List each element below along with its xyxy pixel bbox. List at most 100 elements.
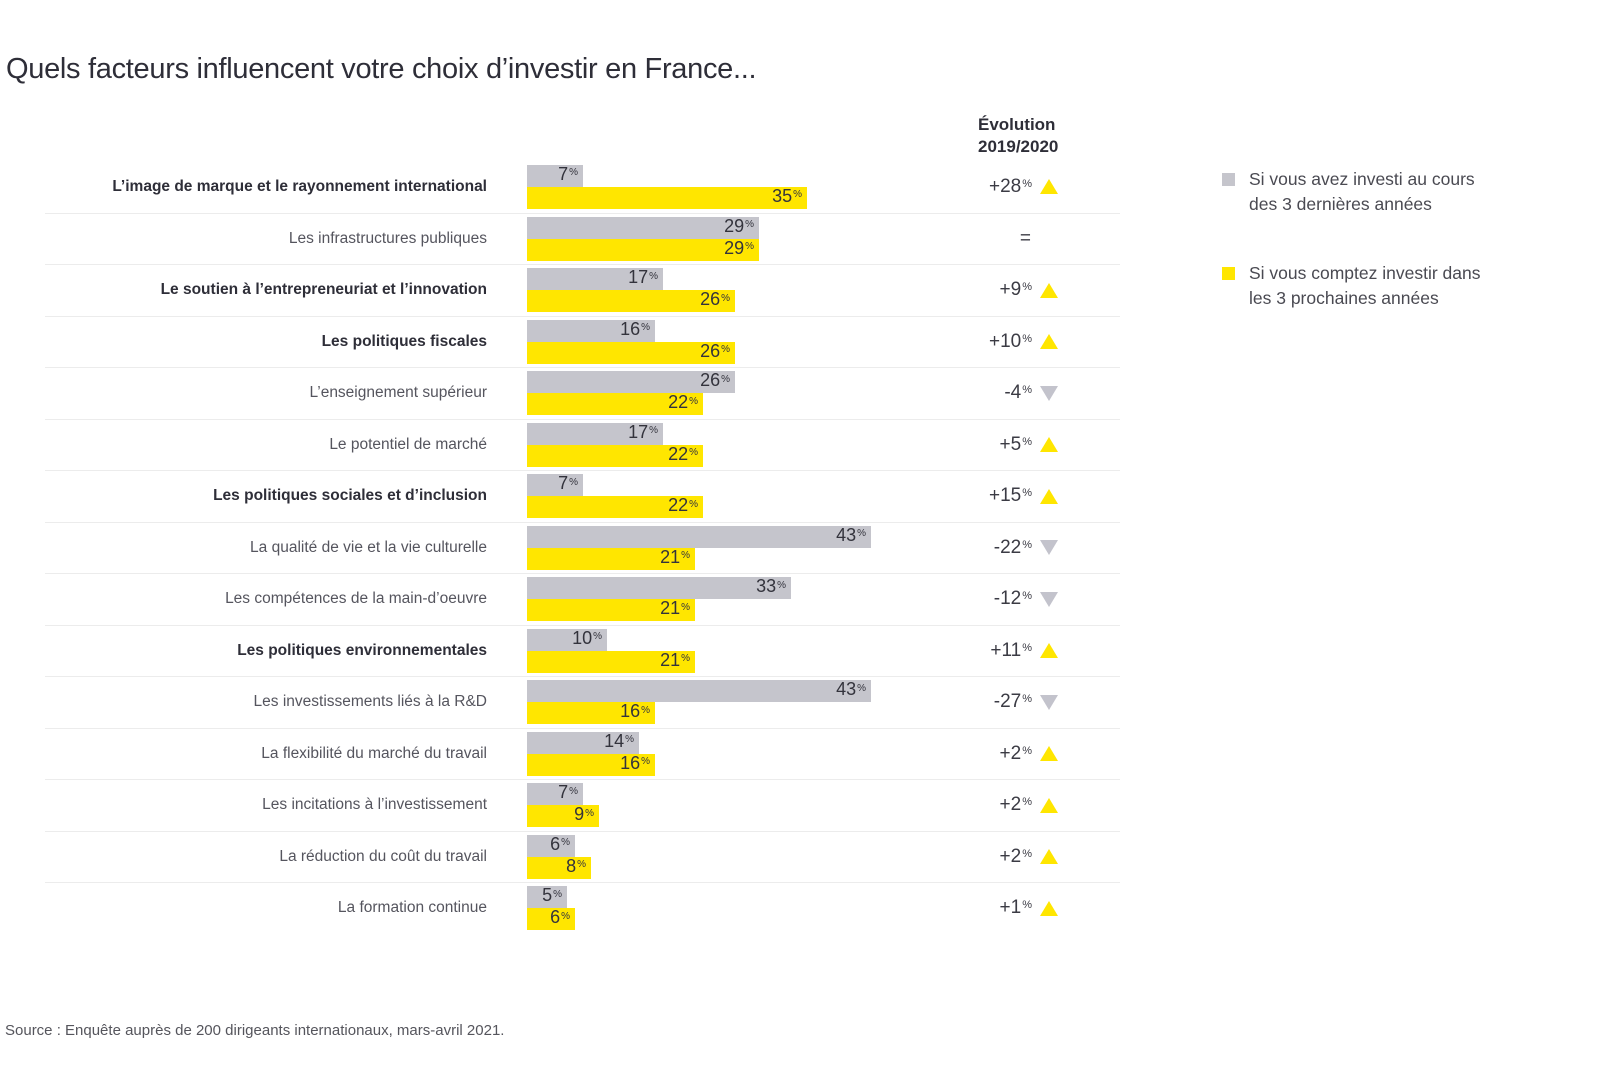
evolution-header-line1: Évolution: [978, 115, 1056, 134]
chart-row: L’enseignement supérieur 26% 22% -4%: [45, 367, 1120, 419]
bar-invested-past: 6%: [527, 833, 575, 857]
bar-value-label: 7%: [558, 163, 578, 184]
evolution-value: +5%: [999, 433, 1032, 455]
bar-value-label: 6%: [550, 833, 570, 854]
evolution-value: -22%: [993, 536, 1032, 558]
evolution-cell: +10%: [928, 317, 1058, 368]
bar-value-label: 21%: [660, 546, 690, 567]
bar-track: 43% 21%: [527, 525, 1120, 570]
evolution-cell: +15%: [928, 471, 1058, 522]
bar-invested-past: 5%: [527, 885, 567, 909]
bar-track: 17% 22%: [527, 421, 1120, 467]
factor-label: La qualité de vie et la vie culturelle: [250, 538, 487, 556]
bar-value-label: 9%: [574, 804, 594, 825]
legend-label-line1: Si vous avez investi au cours: [1249, 169, 1475, 189]
bar-invested-past: 26%: [527, 370, 735, 394]
chart-row: Les politiques sociales et d’inclusion 7…: [45, 470, 1120, 522]
bar-value-label: 17%: [628, 421, 658, 442]
bar-invest-future: 16%: [527, 753, 655, 776]
source-note: Source : Enquête auprès de 200 dirigeant…: [5, 1022, 505, 1039]
evolution-column-header: Évolution 2019/2020: [978, 114, 1058, 158]
chart-row: La qualité de vie et la vie culturelle 4…: [45, 521, 1120, 574]
chart-row: Les incitations à l’investissement 7% 9%…: [45, 779, 1120, 831]
bar-invest-future: 21%: [527, 598, 695, 622]
evolution-triangle-icon: [1040, 900, 1058, 916]
bar-value-label: 22%: [668, 392, 698, 413]
evolution-triangle-icon: [1040, 179, 1058, 195]
factor-label: L’enseignement supérieur: [309, 384, 487, 402]
evolution-cell: +2%: [928, 780, 1058, 831]
bar-track: 29% 29%: [527, 216, 1120, 261]
bar-invest-future: 22%: [527, 495, 703, 519]
factor-label: La formation continue: [337, 899, 487, 917]
bar-value-label: 16%: [620, 701, 650, 722]
chart-row: Le potentiel de marché 17% 22% +5%: [45, 418, 1120, 471]
bar-track: 16% 26%: [527, 319, 1120, 364]
evolution-triangle-icon: [1040, 540, 1058, 556]
bar-value-label: 26%: [700, 340, 730, 361]
legend-label-line1: Si vous comptez investir dans: [1249, 263, 1481, 283]
bar-invest-future: 6%: [527, 907, 575, 931]
factor-label: Les compétences de la main-d’oeuvre: [225, 590, 487, 608]
bar-invested-past: 7%: [527, 473, 583, 497]
bar-value-label: 10%: [572, 627, 602, 648]
legend-swatch-gray-icon: [1222, 173, 1235, 186]
evolution-cell: +2%: [928, 832, 1058, 883]
evolution-value: +1%: [999, 897, 1032, 919]
bar-invest-future: 26%: [527, 289, 735, 313]
bar-invest-future: 21%: [527, 546, 695, 570]
factor-label: Les politiques fiscales: [321, 332, 487, 350]
bar-value-label: 21%: [660, 598, 690, 619]
evolution-cell: =: [928, 214, 1058, 265]
bar-track: 7% 35%: [527, 163, 1120, 209]
bar-value-label: 6%: [550, 907, 570, 928]
bar-invested-past: 17%: [527, 267, 663, 291]
bar-invest-future: 22%: [527, 443, 703, 467]
evolution-cell: +5%: [928, 420, 1058, 471]
factor-label: La flexibilité du marché du travail: [261, 744, 487, 762]
bar-invested-past: 17%: [527, 421, 663, 445]
bar-invest-future: 35%: [527, 186, 807, 209]
factor-label: Les politiques sociales et d’inclusion: [213, 487, 487, 505]
evolution-triangle-icon: [1040, 797, 1058, 813]
bar-invested-past: 7%: [527, 782, 583, 806]
chart-row: L’image de marque et le rayonnement inte…: [45, 161, 1120, 213]
bar-value-label: 22%: [668, 443, 698, 464]
bar-track: 5% 6%: [527, 885, 1120, 931]
bar-track: 7% 9%: [527, 782, 1120, 828]
chart-row: La formation continue 5% 6% +1%: [45, 882, 1120, 934]
bar-invested-past: 14%: [527, 730, 639, 754]
bar-invested-past: 29%: [527, 216, 759, 239]
evolution-triangle-icon: [1040, 282, 1058, 298]
bar-invested-past: 16%: [527, 319, 655, 342]
chart-row: Le soutien à l’entrepreneuriat et l’inno…: [45, 264, 1120, 316]
bar-value-label: 8%: [566, 855, 586, 876]
evolution-value: +15%: [988, 485, 1032, 507]
legend-label-line2: des 3 dernières années: [1249, 194, 1432, 214]
evolution-cell: -12%: [928, 574, 1058, 625]
bar-value-label: 22%: [668, 495, 698, 516]
evolution-triangle-icon: [1040, 849, 1058, 865]
evolution-triangle-icon: [1040, 643, 1058, 659]
evolution-triangle-icon: [1040, 694, 1058, 710]
factor-label: Les politiques environnementales: [237, 641, 487, 659]
evolution-cell: -22%: [928, 523, 1058, 574]
bar-value-label: 17%: [628, 267, 658, 288]
evolution-value: +11%: [990, 639, 1032, 661]
bar-invest-future: 21%: [527, 650, 695, 673]
bar-value-label: 5%: [542, 885, 562, 906]
factor-label: Les investissements liés à la R&D: [253, 693, 487, 711]
evolution-value: +9%: [999, 279, 1032, 301]
bar-invest-future: 29%: [527, 238, 759, 261]
bar-invest-future: 16%: [527, 701, 655, 725]
evolution-value: +2%: [999, 845, 1032, 867]
bar-invested-past: 43%: [527, 525, 871, 548]
evolution-cell: -27%: [928, 677, 1058, 728]
bar-value-label: 26%: [700, 370, 730, 391]
factor-label: La réduction du coût du travail: [279, 847, 487, 865]
evolution-value: -4%: [1004, 382, 1032, 404]
bar-track: 33% 21%: [527, 576, 1120, 622]
evolution-cell: +9%: [928, 265, 1058, 316]
evolution-value: +10%: [988, 330, 1032, 352]
bar-value-label: 14%: [604, 730, 634, 751]
